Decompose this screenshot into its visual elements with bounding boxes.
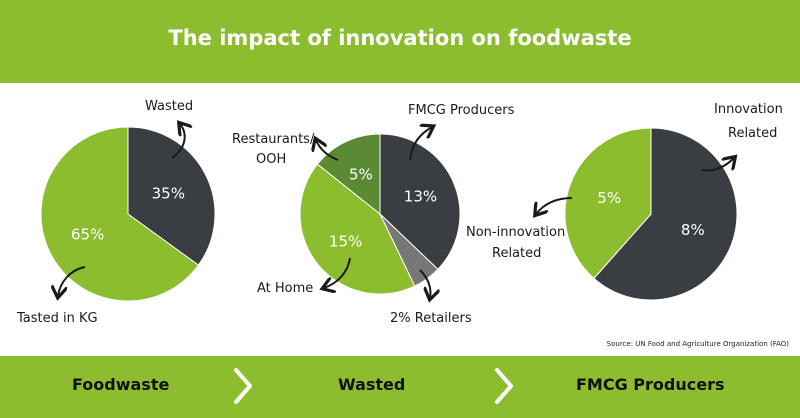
label-innovation-2: Related [728,126,777,141]
arrow-noninnovation [536,197,573,214]
label-tasted-kg: Tasted in KG [16,311,98,326]
label-restaurants-1: Restaurants/ [232,132,315,147]
pie-slice-non-innovation-related [564,127,652,280]
source-note: Source: UN Food and Agriculture Organiza… [607,340,790,348]
pie-fmcg-producers: 8% 5% [564,127,738,301]
breadcrumb-item-fmcg-producers[interactable]: FMCG Producers [576,375,725,394]
arrow-tasted-kg [58,266,86,296]
arrow-innovation [701,158,734,172]
charts-canvas: 35% 65% 13% 15% 5% 8% 5% Wasted Tasted in KG… [16,99,790,348]
pie-wasted: 13% 15% 5% [299,133,461,295]
arrow-at-home [324,257,351,288]
pie-value-label: 15% [329,232,362,250]
pie-value-label: 35% [152,184,185,202]
pie-slice-innovation-related [593,127,738,301]
label-noninnovation-1: Non-innovation [466,225,565,240]
breadcrumb-item-wasted[interactable]: Wasted [338,375,406,394]
pie-foodwaste: 35% 65% [40,126,216,302]
pie-slice-fmcg-producers [379,133,461,270]
page-title: The impact of innovation on foodwaste [168,26,632,50]
chevron-right-icon [234,368,252,404]
label-wasted: Wasted [145,99,193,114]
footer-breadcrumb-bar [0,356,800,418]
header-banner [0,0,800,83]
label-innovation-1: Innovation [714,102,783,117]
pie-value-label: 65% [71,226,104,244]
arrow-wasted [171,124,185,159]
label-at-home: At Home [257,281,313,296]
label-retailers: 2% Retailers [390,311,472,326]
label-restaurants-2: OOH [256,152,286,167]
chevron-right-icon [495,368,513,404]
pie-slice-at-home [299,163,416,295]
breadcrumb-item-foodwaste[interactable]: Foodwaste [72,375,170,394]
pie-slice-tasted-in-kg [40,126,200,302]
pie-value-label: 5% [597,189,621,207]
pie-value-label: 5% [349,165,373,183]
arrow-retailers [419,269,431,298]
label-noninnovation-2: Related [492,246,541,261]
pie-value-label: 8% [681,221,705,239]
arrow-fmcg [409,127,432,161]
pie-slice-restaurants-ooh [316,133,381,216]
arrow-restaurants [316,140,339,161]
pie-slice-wasted [127,126,216,266]
label-fmcg: FMCG Producers [408,103,515,118]
pie-value-label: 13% [404,188,437,206]
